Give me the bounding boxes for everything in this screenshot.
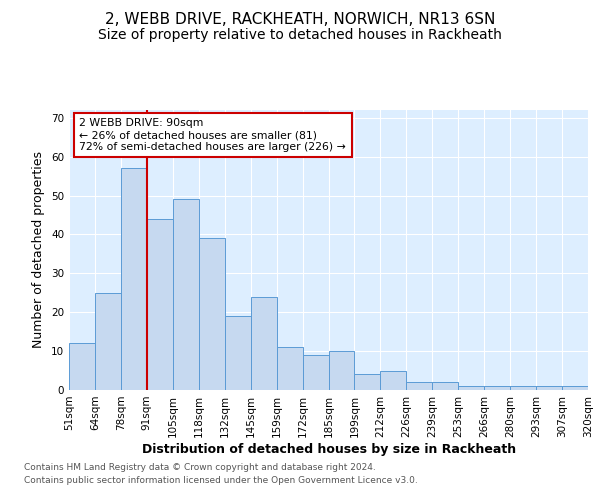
- Bar: [251, 296, 277, 390]
- Bar: [302, 355, 329, 390]
- Bar: [69, 344, 95, 390]
- Text: Contains HM Land Registry data © Crown copyright and database right 2024.: Contains HM Land Registry data © Crown c…: [24, 464, 376, 472]
- Bar: [329, 351, 355, 390]
- Bar: [225, 316, 251, 390]
- Text: Contains public sector information licensed under the Open Government Licence v3: Contains public sector information licen…: [24, 476, 418, 485]
- Bar: [121, 168, 147, 390]
- Bar: [173, 200, 199, 390]
- Bar: [147, 219, 173, 390]
- Bar: [562, 386, 588, 390]
- Bar: [406, 382, 432, 390]
- Text: Distribution of detached houses by size in Rackheath: Distribution of detached houses by size …: [142, 442, 516, 456]
- Text: Size of property relative to detached houses in Rackheath: Size of property relative to detached ho…: [98, 28, 502, 42]
- Bar: [355, 374, 380, 390]
- Bar: [510, 386, 536, 390]
- Bar: [433, 382, 458, 390]
- Bar: [536, 386, 562, 390]
- Bar: [199, 238, 224, 390]
- Y-axis label: Number of detached properties: Number of detached properties: [32, 152, 46, 348]
- Bar: [277, 347, 302, 390]
- Bar: [484, 386, 510, 390]
- Bar: [380, 370, 406, 390]
- Bar: [458, 386, 484, 390]
- Text: 2, WEBB DRIVE, RACKHEATH, NORWICH, NR13 6SN: 2, WEBB DRIVE, RACKHEATH, NORWICH, NR13 …: [105, 12, 495, 28]
- Text: 2 WEBB DRIVE: 90sqm
← 26% of detached houses are smaller (81)
72% of semi-detach: 2 WEBB DRIVE: 90sqm ← 26% of detached ho…: [79, 118, 346, 152]
- Bar: [95, 293, 121, 390]
